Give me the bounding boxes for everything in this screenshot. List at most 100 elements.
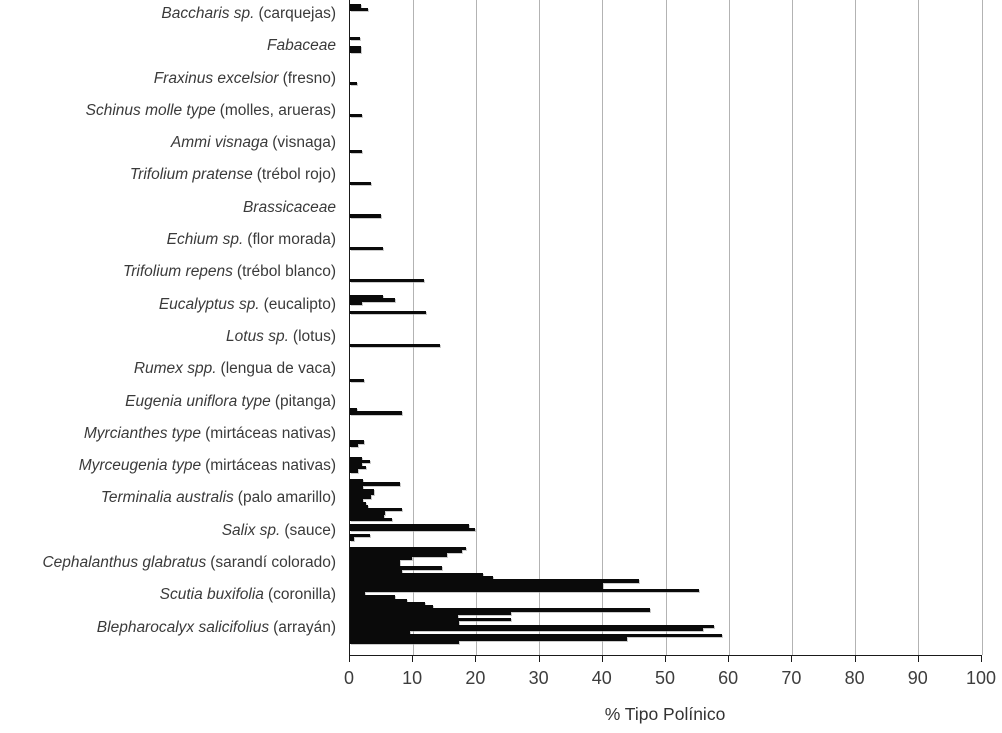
scientific-name: Lotus sp. (226, 327, 289, 345)
bar (350, 278, 424, 283)
x-axis-tick-label: 70 (781, 668, 802, 688)
bar (350, 485, 364, 489)
common-name: (arrayán) (273, 618, 336, 636)
bar (350, 182, 371, 186)
bar (350, 624, 715, 628)
common-name: (palo amarillo) (237, 489, 336, 507)
x-axis-tick-label: 30 (528, 668, 549, 688)
x-axis-tick-label: 80 (844, 668, 865, 688)
bar (350, 411, 403, 415)
bar (350, 298, 395, 302)
common-name: (visnaga) (272, 134, 336, 152)
x-axis-tick-label: 10 (402, 668, 423, 688)
gridline (602, 0, 604, 655)
category-label: Fabaceae (267, 30, 336, 62)
category-label: Myrcianthes type (mirtáceas nativas) (84, 418, 336, 450)
scientific-name: Fraxinus excelsior (153, 69, 279, 87)
bar (350, 611, 512, 615)
bar (350, 246, 383, 250)
common-name: (eucalipto) (263, 295, 336, 313)
bar (350, 479, 364, 483)
category-label: Salix sp. (sauce) (222, 515, 336, 547)
gridline (665, 0, 667, 655)
category-label: Myrceugenia type (mirtáceas nativas) (79, 450, 336, 482)
category-label: Rumex spp. (lengua de vaca) (134, 353, 336, 385)
bar (350, 463, 362, 467)
common-name: (molles, arueras) (219, 101, 336, 119)
bar (350, 566, 442, 570)
bar (350, 556, 412, 560)
bar (350, 588, 700, 593)
scientific-name: Eugenia uniflora type (125, 392, 271, 410)
bar (350, 505, 369, 509)
scientific-name: Schinus molle type (85, 101, 216, 119)
bar (350, 627, 704, 631)
bar (350, 534, 371, 538)
common-name: (carquejas) (258, 5, 336, 22)
bar (350, 114, 362, 118)
x-axis-tick (412, 656, 414, 662)
common-name: (fresno) (282, 69, 336, 87)
scientific-name: Fabaceae (267, 37, 336, 55)
x-axis-tick (917, 656, 919, 662)
bar (350, 524, 469, 528)
x-axis-tick (981, 656, 982, 662)
bar (350, 517, 393, 522)
x-axis-tick-label: 90 (907, 668, 928, 688)
scientific-name: Myrcianthes type (83, 424, 202, 442)
common-name: (sauce) (284, 521, 336, 539)
scientific-name: Baccharis sp. (161, 5, 255, 22)
bar (350, 640, 459, 644)
bar (350, 634, 723, 638)
bar (350, 295, 384, 299)
x-axis-tick (475, 656, 477, 662)
bar (350, 46, 362, 50)
bar (350, 576, 493, 580)
category-label: Trifolium repens (trébol blanco) (123, 256, 336, 288)
scientific-name: Scutia buxifolia (159, 586, 264, 604)
bar (350, 440, 364, 444)
bar (350, 492, 375, 496)
gridline (791, 0, 793, 655)
gridline (728, 0, 730, 655)
scientific-name: Terminalia australis (100, 489, 234, 507)
x-axis-tick-label: 0 (343, 668, 355, 688)
x-axis-tick (791, 656, 793, 662)
bar (350, 466, 366, 470)
scientific-name: Cephalanthus glabratus (42, 554, 207, 572)
bar (350, 553, 447, 557)
plot-area (349, 0, 983, 656)
x-axis-title: % Tipo Polínico (604, 704, 726, 724)
x-axis-tick (538, 656, 540, 662)
bar (350, 572, 484, 577)
bar (350, 49, 361, 53)
bar (350, 511, 385, 515)
common-name: (lengua de vaca) (220, 360, 336, 378)
gridline (539, 0, 541, 655)
bar (350, 495, 371, 499)
gridline (981, 0, 983, 655)
bar (350, 547, 467, 551)
bar (350, 149, 362, 153)
gridline (475, 0, 477, 655)
category-label: Brassicaceae (243, 192, 336, 224)
bar (350, 443, 358, 447)
category-label: Trifolium pratense (trébol rojo) (130, 159, 336, 191)
category-label: Baccharis sp. (carquejas) (161, 0, 336, 30)
category-label: Terminalia australis (palo amarillo) (101, 482, 336, 514)
scientific-name: Rumex spp. (133, 360, 217, 378)
scientific-name: Ammi visnaga (170, 134, 269, 152)
common-name: (trébol blanco) (236, 263, 336, 281)
common-name: (sarandí colorado) (210, 554, 336, 572)
x-axis-tick-label: 50 (654, 668, 676, 688)
bar (350, 301, 362, 305)
bar (350, 469, 358, 473)
bar (350, 608, 650, 612)
bar (350, 614, 459, 619)
category-label: Fraxinus excelsior (fresno) (154, 62, 336, 94)
bar (350, 501, 366, 505)
scientific-name: Blepharocalyx salicifolius (96, 618, 270, 636)
common-name: (mirtáceas nativas) (205, 424, 336, 442)
x-axis-tick-label: 20 (465, 668, 486, 688)
